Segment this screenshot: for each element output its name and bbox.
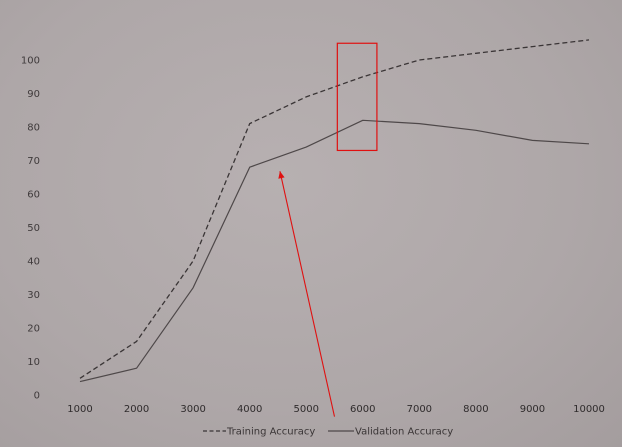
x-tick-label: 8000	[463, 404, 488, 415]
y-tick-label: 40	[27, 257, 40, 268]
x-tick-label: 2000	[124, 404, 149, 415]
y-tick-label: 20	[27, 324, 40, 335]
annotations	[278, 42, 378, 417]
x-tick-label: 9000	[520, 404, 545, 415]
x-tick-label: 7000	[407, 404, 432, 415]
x-tick-label: 10000	[573, 404, 605, 415]
arrow-line	[279, 171, 336, 417]
legend-label-validation: Validation Accuracy	[355, 427, 453, 438]
y-tick-label: 90	[27, 89, 40, 100]
y-tick-label: 50	[27, 223, 40, 234]
x-axis-ticks: 1000 2000 3000 4000 5000 6000 7000 8000 9000 1000…	[67, 404, 605, 415]
y-tick-label: 80	[27, 123, 40, 134]
series-lines	[79, 39, 590, 383]
x-tick-label: 6000	[350, 404, 375, 415]
y-tick-label: 60	[27, 190, 40, 201]
highlight-box	[336, 42, 378, 152]
y-tick-label: 0	[34, 391, 40, 402]
x-tick-label: 4000	[237, 404, 262, 415]
training-accuracy-line	[79, 39, 590, 379]
y-tick-label: 30	[27, 290, 40, 301]
x-tick-label: 5000	[293, 404, 318, 415]
validation-accuracy-line	[79, 119, 590, 383]
x-tick-label: 3000	[180, 404, 205, 415]
y-tick-label: 10	[27, 357, 40, 368]
y-tick-label: 70	[27, 156, 40, 167]
x-tick-label: 1000	[67, 404, 92, 415]
y-axis-ticks: 0 10 20 30 40 50 60 70 80 90 100	[21, 56, 40, 402]
legend: Training Accuracy Validation Accuracy	[203, 427, 453, 438]
legend-label-training: Training Accuracy	[226, 427, 315, 438]
y-tick-label: 100	[21, 56, 40, 67]
arrow-head	[278, 171, 285, 179]
